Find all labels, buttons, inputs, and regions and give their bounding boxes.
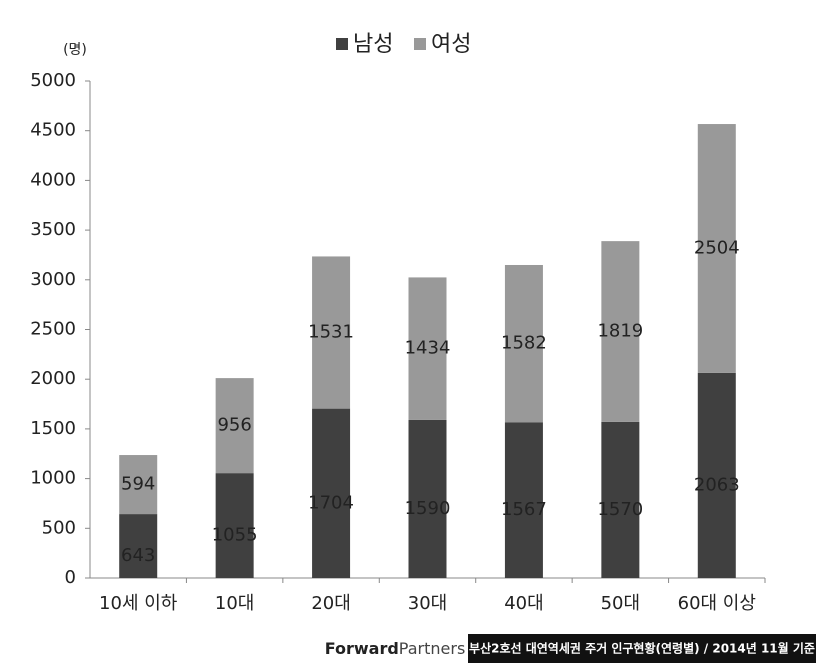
data-label: 956 (217, 415, 251, 436)
data-label: 2504 (694, 237, 740, 258)
source-box (468, 634, 816, 663)
y-tick-label: 500 (42, 517, 76, 538)
data-label: 1055 (212, 525, 258, 546)
x-tick-label: 10대 (215, 593, 254, 614)
x-tick-label: 60대 이상 (678, 593, 756, 614)
x-tick-label: 30대 (408, 593, 447, 614)
bar-segment (504, 264, 543, 423)
bar-segment (312, 408, 351, 578)
data-label: 1434 (405, 338, 451, 359)
y-tick-label: 1500 (30, 418, 76, 439)
brand: ForwardPartners (325, 639, 466, 658)
y-tick-label: 5000 (30, 70, 76, 91)
bar-segment (119, 455, 158, 515)
legend-swatch (336, 38, 348, 50)
data-label: 2063 (694, 474, 740, 495)
legend-swatch (414, 38, 426, 50)
data-label: 1590 (405, 498, 451, 519)
bar-segment (312, 256, 351, 409)
data-label: 1819 (597, 321, 643, 342)
legend-label: 남성 (353, 32, 393, 57)
data-label: 1704 (308, 492, 354, 513)
data-label: 1531 (308, 322, 354, 343)
bar-segment (215, 473, 254, 578)
brand-box (325, 634, 465, 663)
y-tick-label: 2500 (30, 319, 76, 340)
y-tick-label: 0 (65, 567, 76, 588)
x-tick-label: 20대 (311, 593, 350, 614)
bar-segment (601, 421, 640, 578)
x-tick-label: 40대 (504, 593, 543, 614)
y-tick-label: 4500 (30, 120, 76, 141)
y-tick-label: 2000 (30, 368, 76, 389)
source: 부산2호선 대연역세권 주거 인구현황(연령별) / 2014년 11월 기준 (469, 641, 815, 656)
x-tick-label: 10세 이하 (99, 593, 178, 614)
data-label: 1570 (597, 499, 643, 520)
bar-segment (215, 378, 254, 474)
y-tick-label: 4000 (30, 169, 76, 190)
bar-segment (408, 277, 447, 420)
y-tick-label: 1000 (30, 468, 76, 489)
y-tick-label: 3000 (30, 269, 76, 290)
data-label: 1582 (501, 333, 547, 354)
bar-segment (697, 372, 736, 578)
bar-segment (697, 124, 736, 373)
bar-segment (408, 419, 447, 578)
brand-light: Partners (399, 639, 465, 658)
bar-segment (119, 514, 158, 578)
legend-label: 여성 (431, 32, 471, 57)
bar-segment (504, 422, 543, 578)
y-tick-label: 3500 (30, 219, 76, 240)
x-tick-label: 50대 (601, 593, 640, 614)
y-unit: (명) (63, 42, 87, 58)
bar-segment (601, 241, 640, 422)
data-label: 594 (121, 474, 155, 495)
brand-bold: Forward (325, 639, 399, 658)
data-label: 1567 (501, 499, 547, 520)
data-label: 643 (121, 545, 155, 566)
